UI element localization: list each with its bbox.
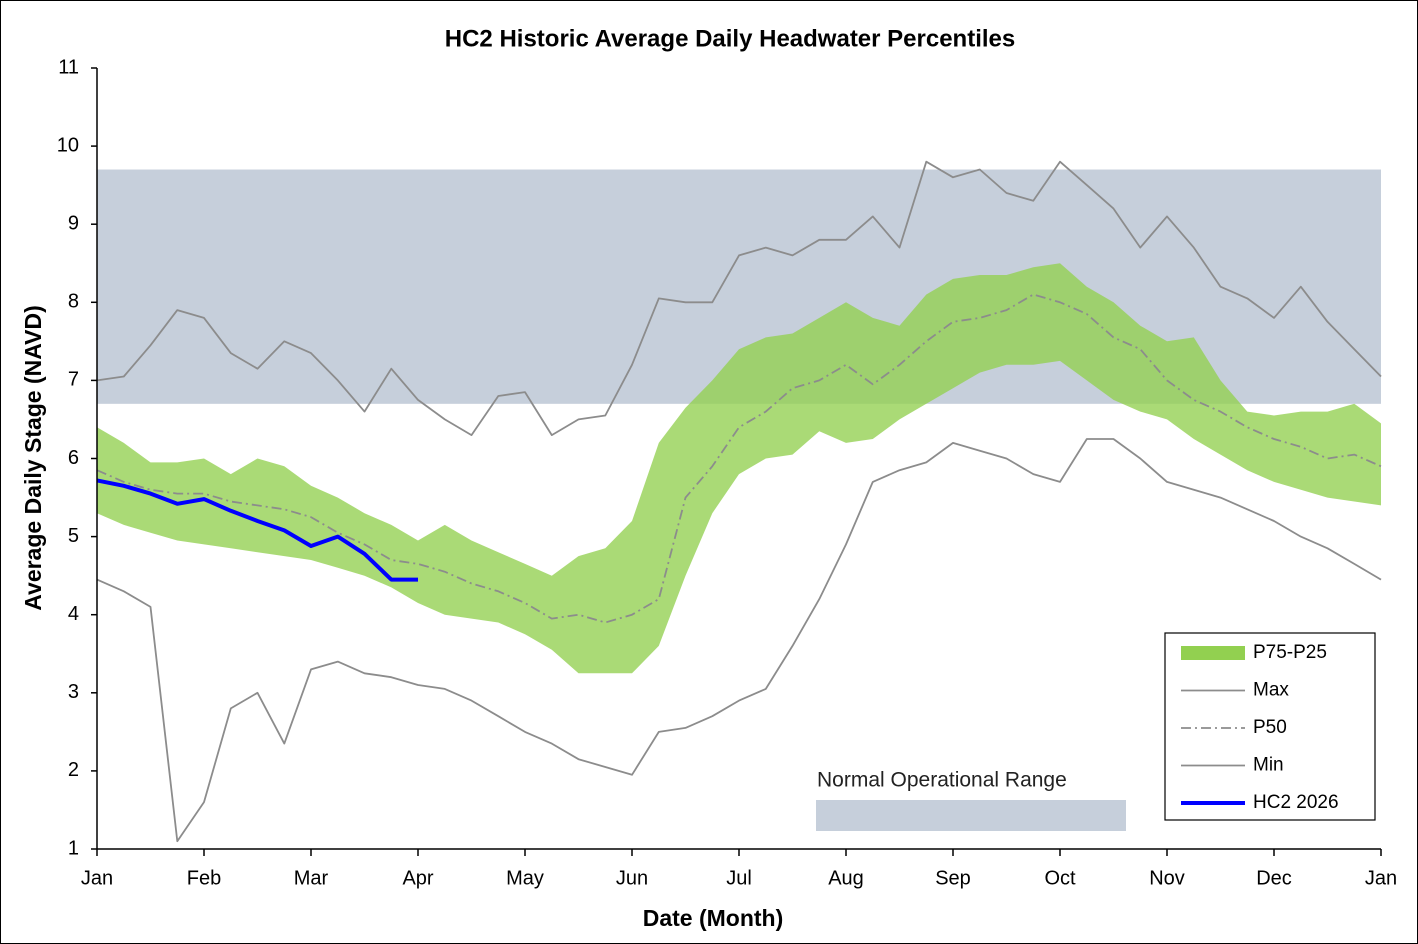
y-tick-label: 3: [68, 681, 79, 703]
y-tick-label: 5: [68, 525, 79, 547]
legend-label: Max: [1253, 680, 1289, 701]
x-axis-title: Date (Month): [643, 905, 784, 931]
x-tick-label: Apr: [402, 867, 433, 889]
y-tick-label: 4: [68, 603, 79, 625]
series-line: [96, 478, 418, 582]
series-line: [96, 438, 1382, 843]
legend-swatch: [1181, 646, 1245, 660]
legend-label: Min: [1253, 755, 1284, 776]
x-tick-label: Mar: [294, 867, 329, 889]
range-label: Normal Operational Range: [817, 769, 1067, 792]
x-tick-label: Dec: [1256, 867, 1292, 889]
x-tick-label: Sep: [935, 867, 971, 889]
y-tick-label: 6: [68, 447, 79, 469]
legend-label: HC2 2026: [1253, 792, 1339, 813]
x-tick-label: Oct: [1044, 867, 1076, 889]
legend-label: P50: [1253, 717, 1287, 738]
y-tick-label: 9: [68, 212, 79, 234]
x-tick-label: Jul: [726, 867, 752, 889]
x-tick-label: Aug: [828, 867, 864, 889]
x-tick-label: Jan: [81, 867, 113, 889]
series-line: [96, 293, 1382, 624]
x-tick-label: Jan: [1365, 867, 1397, 889]
percentile-band: [97, 263, 1381, 674]
legend-label: P75-P25: [1253, 642, 1327, 663]
x-tick-label: Feb: [187, 867, 221, 889]
plot-area: [96, 160, 1382, 843]
y-tick-label: 8: [68, 291, 79, 313]
range-swatch: [816, 800, 1126, 831]
y-tick-label: 7: [68, 369, 79, 391]
x-tick-label: Nov: [1149, 867, 1185, 889]
x-tick-label: Jun: [616, 867, 648, 889]
x-tick-label: May: [506, 867, 544, 889]
y-tick-label: 11: [58, 56, 79, 78]
y-tick-label: 1: [68, 837, 79, 859]
legend-box: [1164, 632, 1376, 821]
chart-title: HC2 Historic Average Daily Headwater Per…: [445, 25, 1015, 52]
y-axis-title: Average Daily Stage (NAVD): [20, 305, 46, 610]
series-line: [96, 160, 1382, 436]
y-tick-label: 2: [68, 759, 79, 781]
y-tick-label: 10: [57, 134, 79, 156]
